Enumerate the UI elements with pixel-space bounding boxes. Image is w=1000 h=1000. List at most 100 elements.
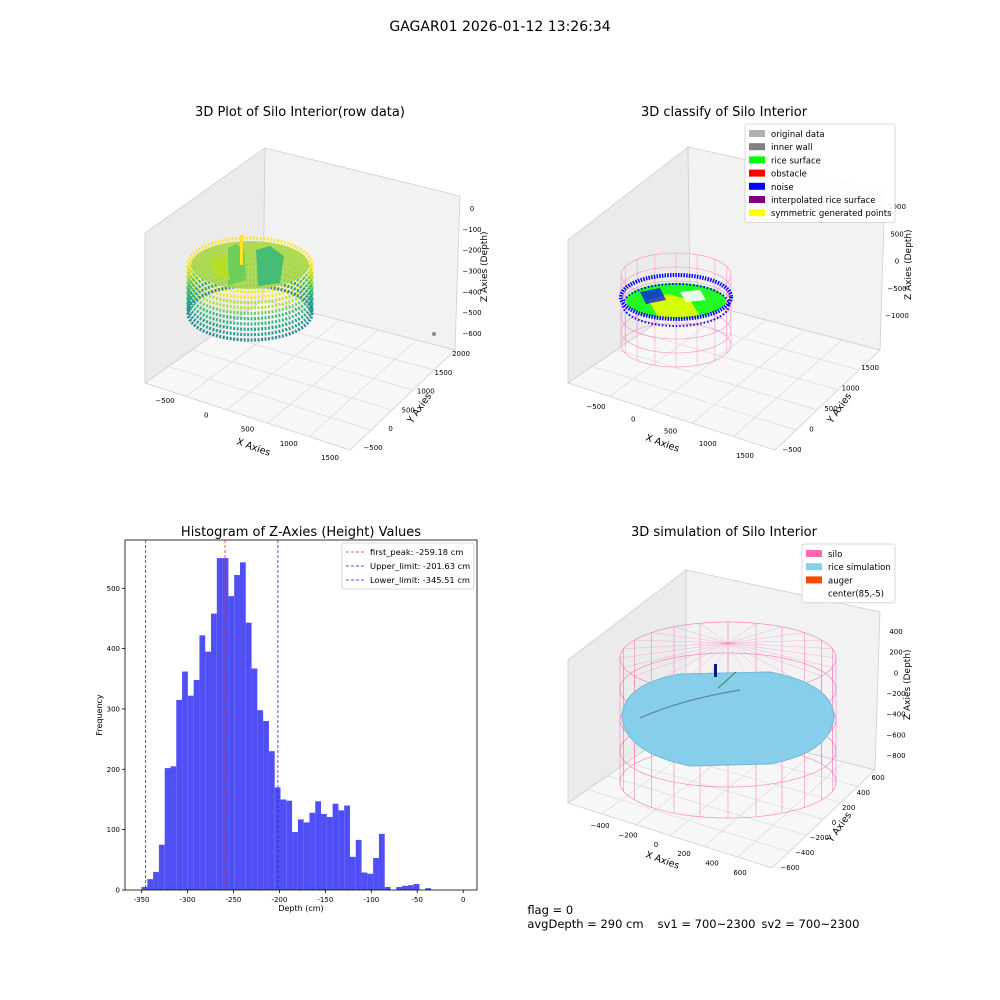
histogram-bar: [413, 883, 420, 890]
surface-patch: [256, 246, 284, 286]
histogram-bar: [402, 885, 408, 890]
x-axis-label: X Axies: [235, 436, 272, 458]
legend-label: obstacle: [771, 170, 807, 180]
tick-label: −1000: [885, 312, 909, 320]
tick-label: −500: [462, 309, 481, 317]
y-tick-label: 500: [107, 585, 120, 593]
chart-title: 3D classify of Silo Interior: [641, 105, 808, 120]
legend-box: [801, 543, 896, 604]
legend-label: Upper_limit: -201.63 cm: [370, 561, 470, 571]
histogram-bar: [355, 839, 362, 890]
histogram-bar: [286, 800, 293, 890]
grid-line: [308, 339, 417, 437]
histogram-bar: [170, 766, 177, 890]
histogram-bar: [274, 787, 281, 890]
tick-label: 200: [889, 649, 902, 657]
x-axis: −500 0 500 1000 1500: [586, 403, 754, 460]
z-axis-label: Z Axies (Depth): [904, 229, 914, 300]
scatter-points: [186, 235, 436, 342]
z-axis-label: Z Axies (Depth): [903, 649, 913, 720]
grid-line: [609, 309, 729, 397]
panel-classify-3d: 3D classify of Silo Interior −5000500100…: [567, 105, 914, 460]
z-axis-label: Z Axies (Depth): [480, 231, 490, 302]
y-axis-label: Frequency: [95, 694, 104, 736]
surface-patch: [228, 244, 246, 286]
tick-label: 0: [809, 426, 813, 434]
noise-points: [640, 288, 666, 304]
legend-swatch: [806, 550, 822, 557]
y-axis-label: Y Axies: [825, 810, 854, 845]
tick-label: 400: [705, 860, 718, 868]
tick-label: 600: [733, 869, 746, 877]
tick-label: 400: [889, 628, 902, 636]
tick-label: −600: [462, 330, 481, 338]
histogram-bar: [141, 886, 148, 890]
histogram-bar: [338, 810, 345, 890]
tick-label: −500: [155, 397, 174, 405]
surface-crease: [639, 689, 741, 719]
histogram-bar: [407, 885, 414, 890]
histogram-bar: [367, 873, 374, 890]
plot-frame: [124, 539, 478, 891]
histogram-bar: [176, 699, 183, 890]
tick-label: 0: [388, 425, 392, 433]
x-tick-label: -200: [271, 896, 287, 904]
tick-label: −500: [887, 285, 906, 293]
x-tick-label: -50: [412, 896, 423, 904]
roof-line: [727, 632, 805, 644]
grid-line: [616, 349, 818, 411]
auger-marker: [714, 664, 717, 677]
histogram-bar: [239, 562, 246, 890]
y-tick-label: 100: [107, 826, 120, 834]
histogram-bar: [321, 813, 327, 890]
y-tick-label: 0: [116, 887, 120, 895]
histogram-bar: [349, 856, 356, 890]
tick-label: −400: [462, 288, 481, 296]
histogram-bar: [228, 596, 235, 890]
chart-title: 3D simulation of Silo Interior: [631, 525, 818, 540]
legend-label: symmetric generated points: [771, 209, 892, 219]
tick-label: 1500: [736, 452, 754, 460]
histogram-bar: [182, 671, 188, 890]
rice-surface: [621, 671, 835, 767]
x-tick-label: -250: [226, 896, 242, 904]
figure-suptitle: GAGAR01 2026-01-12 13:26:34: [389, 19, 610, 35]
tick-label: −800: [886, 752, 905, 760]
tick-label: −300: [462, 268, 481, 276]
histogram-bar: [216, 558, 223, 890]
histogram-bar: [153, 871, 159, 890]
x-tick-label: 0: [461, 896, 465, 904]
legend-label: first_peak: -259.18 cm: [370, 547, 463, 557]
legend-label: noise: [771, 183, 794, 193]
tick-label: 0: [895, 258, 899, 266]
top-surface: [191, 241, 309, 289]
tick-label: −400: [886, 711, 905, 719]
legend-label: silo: [828, 550, 842, 560]
histogram-bar: [332, 803, 339, 890]
legend-label: Lower_limit: -345.51 cm: [370, 575, 470, 585]
legend-swatch: [749, 156, 765, 164]
x-axis: −400 −200 0 200 400 600: [590, 822, 746, 877]
z-axis: 1000 500 0 −500 −1000: [885, 203, 909, 320]
sv2-text: sv2 = 700~2300: [761, 917, 860, 931]
noise-ring: [619, 273, 733, 321]
grid-line: [192, 349, 393, 411]
surface-patch: [210, 256, 230, 280]
tick-label: 400: [857, 789, 870, 797]
histogram-bar: [205, 651, 212, 890]
histogram-bar: [396, 886, 403, 890]
tick-label: −100: [462, 226, 481, 234]
status-footer: flag = 0 avgDepth = 290 cm sv1 = 700~2300…: [520, 889, 873, 931]
tick-label: −200: [886, 690, 905, 698]
legend: original data inner wall rice surface obsta…: [744, 123, 896, 223]
panel-histogram: Histogram of Z-Axies (Height) Values -35…: [95, 525, 478, 913]
x-tick-label: -300: [180, 896, 196, 904]
y-axis: −500 0 500 1000 1500: [782, 364, 879, 454]
tick-label: 0: [832, 819, 836, 827]
tick-label: 0: [631, 415, 635, 423]
legend-label: rice surface: [771, 156, 821, 166]
tick-label: −500: [586, 403, 605, 411]
histogram-bar: [297, 819, 304, 890]
roof-line: [727, 642, 833, 649]
